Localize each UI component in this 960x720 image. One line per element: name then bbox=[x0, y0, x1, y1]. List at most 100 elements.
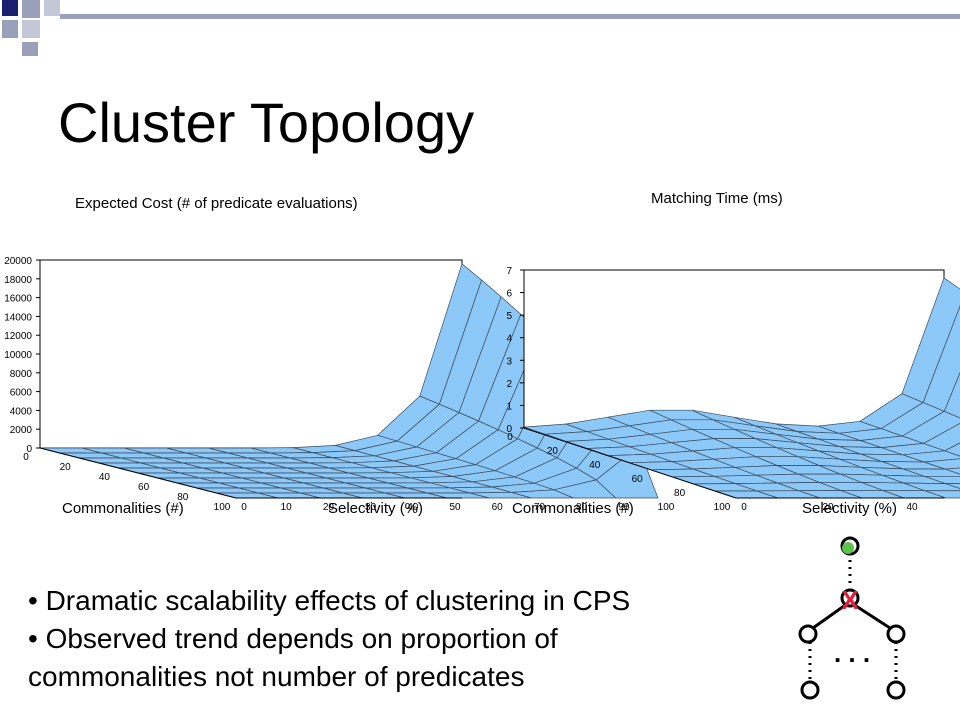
surface-cell bbox=[587, 425, 651, 440]
x-axis bbox=[39, 447, 237, 499]
y-axis-label: Selectivity (%) bbox=[328, 500, 423, 517]
surface-cell bbox=[629, 442, 693, 455]
z-tick-label: 18000 bbox=[4, 275, 32, 286]
z-tick-label: 2 bbox=[506, 379, 512, 390]
surface-cell bbox=[342, 492, 405, 499]
surface-cell bbox=[860, 435, 924, 448]
surface-cell bbox=[98, 462, 161, 469]
z-tick-label: 10000 bbox=[4, 350, 32, 361]
x-axis-label: Commonalities (#) bbox=[512, 500, 634, 517]
surface-cell bbox=[943, 371, 960, 419]
surface-cell bbox=[163, 457, 226, 464]
z-tick-label: 5 bbox=[506, 311, 512, 322]
y-tick-label: 60 bbox=[492, 502, 504, 513]
surface-cell bbox=[671, 419, 735, 430]
surface-cell bbox=[840, 473, 904, 484]
surface-cell bbox=[143, 452, 206, 459]
surface-cell bbox=[416, 412, 480, 454]
surface-cell bbox=[735, 482, 799, 492]
surface-cell bbox=[777, 465, 841, 475]
surface-cell bbox=[385, 492, 448, 499]
surface-cell bbox=[222, 472, 285, 479]
surface-cell bbox=[394, 452, 457, 467]
x-tick-label: 0 bbox=[507, 432, 513, 443]
chart-title: Matching Time (ms) bbox=[651, 190, 783, 207]
surface-cell bbox=[474, 438, 539, 472]
x-axis bbox=[523, 427, 737, 499]
surface-cell bbox=[576, 417, 639, 481]
surface-cell bbox=[922, 422, 960, 452]
surface-cell bbox=[629, 461, 694, 471]
surface-cell bbox=[798, 490, 863, 499]
surface-cell bbox=[734, 447, 799, 458]
z-tick-label: 3 bbox=[506, 356, 512, 367]
surface-cell bbox=[469, 492, 532, 499]
bullet-item-2-continued: commonalities not number of predicates bbox=[28, 661, 525, 692]
y-tick-label: 10 bbox=[281, 502, 293, 513]
surface-cell bbox=[258, 492, 321, 499]
header-rule bbox=[60, 14, 960, 19]
surface-cell bbox=[228, 452, 291, 459]
surface-cell bbox=[455, 429, 519, 465]
surface-cell bbox=[777, 482, 841, 492]
surface-cell bbox=[819, 482, 883, 491]
x-tick-label: 20 bbox=[60, 462, 72, 473]
surface-cell bbox=[945, 467, 960, 475]
surface-cell bbox=[882, 490, 947, 499]
surface-cell bbox=[39, 447, 102, 454]
surface-cell bbox=[755, 438, 819, 452]
surface-cell bbox=[376, 395, 441, 442]
surface-cell bbox=[323, 487, 386, 494]
surface-cell bbox=[608, 433, 672, 448]
surface-cell bbox=[565, 416, 631, 432]
surface-cell bbox=[552, 479, 617, 499]
surface-cell bbox=[250, 447, 313, 454]
surface-cell bbox=[244, 467, 307, 474]
surface-cell bbox=[300, 492, 363, 499]
surface-cell bbox=[396, 403, 460, 448]
surface-cell bbox=[121, 457, 184, 464]
y-tick-label: 20 bbox=[323, 502, 335, 513]
decorative-corner-squares bbox=[2, 0, 60, 56]
surface-cell bbox=[208, 447, 271, 454]
surface-cell bbox=[755, 456, 820, 466]
surface-cell bbox=[180, 472, 243, 479]
surface-cell bbox=[671, 438, 735, 452]
surface-cell bbox=[478, 313, 541, 431]
surface-cell bbox=[413, 458, 476, 472]
z-tick-label: 6000 bbox=[10, 388, 33, 399]
surface-cell bbox=[79, 457, 142, 464]
x-tick-label: 60 bbox=[632, 474, 644, 485]
surface-cell bbox=[945, 483, 960, 489]
surface-cell bbox=[859, 393, 924, 429]
surface-cell bbox=[494, 447, 558, 478]
surface-cell bbox=[776, 447, 841, 460]
page-title: Cluster Topology bbox=[58, 91, 475, 154]
surface-cell bbox=[199, 477, 262, 484]
back-wall-left bbox=[523, 269, 945, 429]
surface-cell bbox=[692, 447, 757, 460]
surface-cell bbox=[261, 482, 324, 489]
surface-cell bbox=[186, 452, 249, 459]
back-wall-left bbox=[39, 259, 463, 449]
z-tick-label: 14000 bbox=[4, 312, 32, 323]
surface-cell bbox=[923, 458, 960, 470]
surface-cell bbox=[692, 428, 756, 439]
surface-cell bbox=[839, 446, 903, 456]
surface-cell bbox=[775, 423, 840, 434]
y-tick-label: 50 bbox=[449, 502, 461, 513]
y-tick-label: 90 bbox=[618, 502, 630, 513]
y-tick-label: 40 bbox=[906, 502, 918, 513]
surface-cell bbox=[840, 490, 905, 499]
surface-cell bbox=[438, 279, 502, 413]
y-tick-label: 30 bbox=[365, 502, 377, 513]
surface-cell bbox=[651, 468, 715, 478]
surface-cell bbox=[160, 467, 223, 474]
y-tick-label: 40 bbox=[407, 502, 419, 513]
surface-cell bbox=[270, 452, 333, 459]
z-tick-label: 0 bbox=[506, 424, 512, 435]
surface-cell bbox=[523, 423, 588, 435]
surface-cell bbox=[312, 450, 375, 458]
y-axis-label: Selectivity (%) bbox=[802, 500, 897, 517]
z-tick-label: 4000 bbox=[10, 406, 33, 417]
